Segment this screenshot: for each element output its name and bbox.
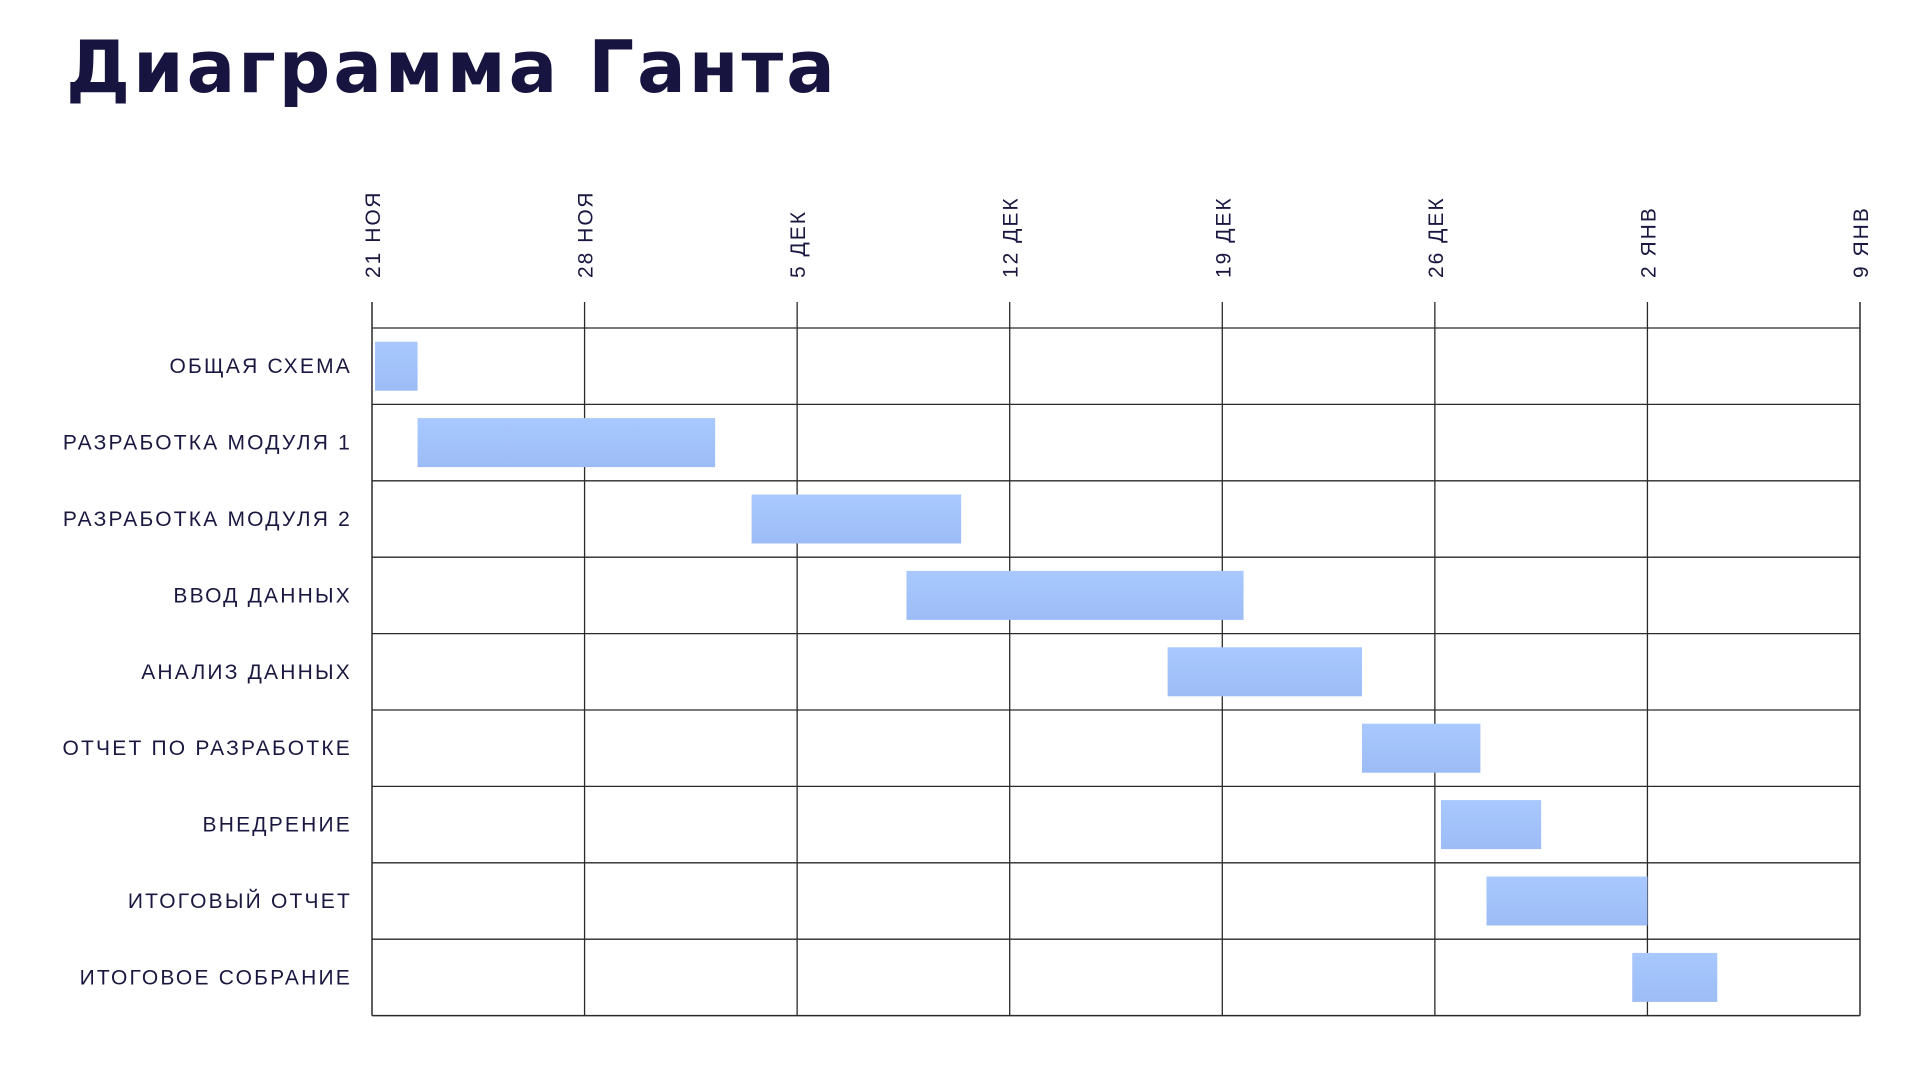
x-tick-label: 5 ДЕК: [787, 210, 810, 278]
task-label: ВВОД ДАННЫХ: [173, 584, 352, 607]
x-tick-label: 26 ДЕК: [1425, 196, 1448, 278]
gantt-bar: [906, 570, 1244, 620]
task-label: ИТОГОВОЕ СОБРАНИЕ: [80, 966, 352, 989]
x-tick-label: 2 ЯНВ: [1637, 206, 1660, 278]
task-label: ИТОГОВЫЙ ОТЧЕТ: [128, 889, 352, 913]
gantt-bar: [1167, 647, 1362, 697]
task-label: ВНЕДРЕНИЕ: [203, 814, 352, 837]
bars: [375, 341, 1718, 1002]
task-label: РАЗРАБОТКА МОДУЛЯ 1: [63, 432, 352, 455]
task-label: ОБЩАЯ СХЕМА: [169, 355, 352, 378]
page-title: Диаграмма Ганта: [66, 25, 838, 109]
gantt-bar: [1632, 952, 1718, 1002]
task-labels: ОБЩАЯ СХЕМА РАЗРАБОТКА МОДУЛЯ 1 РАЗРАБОТКА…: [62, 355, 352, 989]
x-tick-label: 9 ЯНВ: [1850, 206, 1873, 278]
x-tick-label: 21 НОЯ: [362, 191, 385, 278]
gantt-bar: [1361, 723, 1481, 773]
x-tick-label: 19 ДЕК: [1212, 196, 1235, 278]
task-label: АНАЛИЗ ДАННЫХ: [141, 661, 352, 684]
grid: [371, 302, 1861, 1017]
x-tick-label: 28 НОЯ: [575, 191, 598, 278]
task-label: РАЗРАБОТКА МОДУЛЯ 2: [63, 508, 352, 531]
gantt-bar: [1440, 800, 1542, 850]
task-label: ОТЧЕТ ПО РАЗРАБОТКЕ: [62, 737, 352, 760]
gantt-bar: [751, 494, 962, 544]
gantt-bar: [417, 418, 716, 468]
x-tick-label: 12 ДЕК: [1000, 196, 1023, 278]
gantt-bar: [375, 341, 418, 391]
gantt-bar: [1486, 876, 1648, 926]
x-axis-ticks: 21 НОЯ 28 НОЯ 5 ДЕК 12 ДЕК 19 ДЕК 26 ДЕК 2 ЯНВ…: [362, 191, 1873, 278]
